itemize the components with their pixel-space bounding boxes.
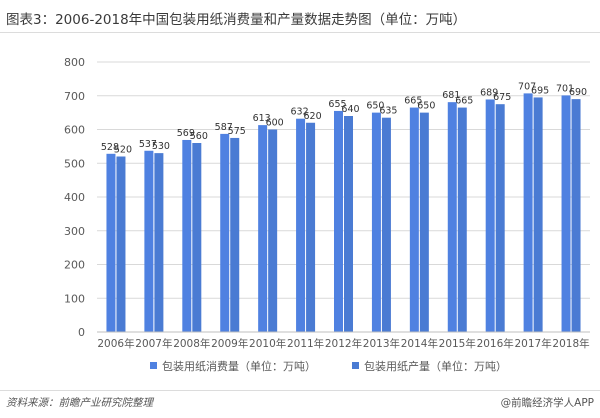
legend-production-label: 包装用纸产量（单位：万吨）: [364, 359, 507, 373]
y-tick-label: 0: [78, 326, 85, 339]
bar-production: [154, 153, 164, 332]
bar-consumption: [182, 139, 192, 332]
data-label-consumption: 632: [291, 107, 309, 118]
data-label-production: 530: [152, 141, 170, 152]
x-tick-label: 2007年: [135, 337, 172, 350]
y-tick-label: 700: [64, 90, 85, 103]
bar-consumption: [144, 150, 154, 332]
bar-production: [495, 104, 505, 332]
x-tick-label: 2012年: [325, 337, 362, 350]
data-label-production: 650: [417, 101, 435, 112]
data-label-consumption: 689: [480, 87, 498, 98]
bar-production: [571, 99, 581, 332]
y-tick-label: 100: [64, 292, 85, 305]
bar-production: [344, 116, 353, 332]
data-label-consumption: 587: [215, 122, 233, 133]
source-note: 资料来源：前瞻产业研究院整理: [6, 397, 153, 409]
bar-production: [419, 112, 429, 332]
data-label-consumption: 665: [404, 96, 422, 107]
x-tick-label: 2018年: [552, 337, 589, 350]
data-label-production: 600: [266, 118, 284, 129]
bar-consumption: [523, 93, 533, 332]
bar-consumption: [106, 153, 116, 332]
footer-divider: [0, 390, 600, 391]
y-tick-label: 800: [64, 56, 85, 69]
data-label-consumption: 613: [253, 113, 271, 124]
x-tick-label: 2016年: [477, 337, 514, 350]
legend-consumption-swatch: [150, 362, 157, 369]
x-tick-label: 2013年: [363, 337, 400, 350]
data-label-consumption: 569: [177, 128, 195, 139]
bar-production: [230, 137, 240, 332]
legend-production-swatch: [352, 362, 359, 369]
y-tick-label: 500: [64, 157, 85, 170]
data-label-consumption: 681: [442, 90, 460, 101]
bar-consumption: [447, 102, 457, 332]
data-label-consumption: 655: [328, 99, 346, 110]
brand-credit: @前瞻经济学人APP: [500, 397, 594, 409]
data-label-production: 620: [304, 111, 322, 122]
bar-consumption: [561, 95, 571, 332]
bar-consumption: [220, 133, 230, 332]
x-tick-label: 2010年: [249, 337, 286, 350]
y-tick-label: 400: [64, 191, 85, 204]
bar-consumption: [485, 99, 495, 333]
x-tick-label: 2009年: [211, 337, 248, 350]
data-label-production: 575: [228, 126, 246, 137]
data-label-production: 635: [379, 106, 397, 117]
data-label-production: 520: [114, 145, 132, 156]
bar-chart: 01002003004005006007008005285202006年5375…: [64, 56, 590, 373]
x-tick-label: 2008年: [173, 337, 210, 350]
chart-title: 图表3：2006-2018年中国包装用纸消费量和产量数据走势图（单位：万吨）: [6, 12, 467, 28]
data-label-production: 695: [531, 85, 549, 96]
data-label-production: 640: [341, 104, 359, 115]
bar-consumption: [258, 125, 268, 332]
bar-consumption: [371, 112, 381, 332]
data-label-consumption: 650: [366, 101, 384, 112]
bar-consumption: [296, 118, 306, 332]
data-label-production: 560: [190, 131, 208, 142]
data-label-production: 675: [493, 92, 511, 103]
data-label-consumption: 701: [556, 83, 574, 94]
data-label-consumption: 537: [139, 139, 157, 150]
x-tick-label: 2015年: [439, 337, 476, 350]
bar-production: [457, 107, 467, 332]
legend-consumption-label: 包装用纸消费量（单位：万吨）: [162, 359, 316, 373]
x-tick-label: 2017年: [514, 337, 551, 350]
y-tick-label: 300: [64, 225, 85, 238]
y-tick-label: 600: [64, 124, 85, 137]
bar-consumption: [334, 110, 343, 332]
x-tick-label: 2011年: [287, 337, 324, 350]
y-tick-label: 200: [64, 259, 85, 272]
data-label-consumption: 707: [518, 81, 536, 92]
bar-production: [306, 122, 316, 332]
title-divider: [0, 32, 600, 33]
bar-consumption: [409, 107, 419, 332]
x-tick-label: 2006年: [97, 337, 134, 350]
bar-production: [268, 129, 278, 332]
data-label-production: 665: [455, 96, 473, 107]
data-label-production: 690: [569, 87, 587, 98]
bar-production: [192, 143, 202, 332]
bar-production: [116, 156, 126, 332]
bar-production: [533, 97, 543, 332]
data-label-consumption: 528: [101, 142, 119, 153]
x-tick-label: 2014年: [401, 337, 438, 350]
bar-production: [381, 117, 391, 332]
